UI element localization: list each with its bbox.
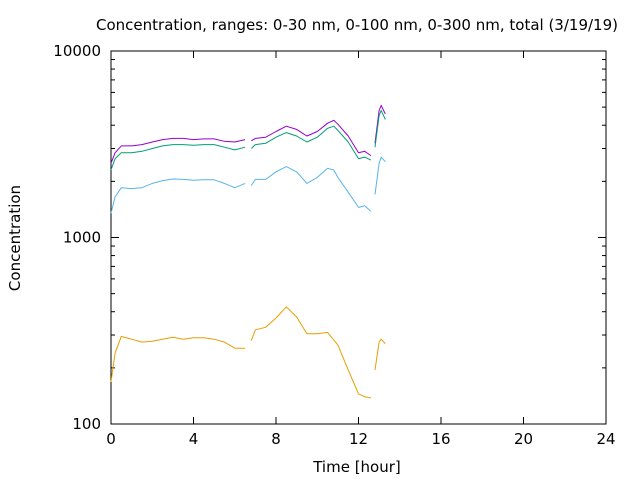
series-line: [110, 178, 246, 214]
x-tick-label: 20: [514, 430, 533, 448]
series-3: [110, 156, 386, 214]
y-tick-label: 1000: [63, 229, 101, 247]
series-line: [110, 335, 246, 383]
chart-title: Concentration, ranges: 0-30 nm, 0-100 nm…: [96, 16, 618, 34]
series-line: [250, 306, 371, 399]
x-tick-label: 8: [271, 430, 281, 448]
series-line: [374, 156, 386, 195]
series-line: [110, 137, 246, 164]
x-tick-label: 4: [189, 430, 199, 448]
series-line: [250, 166, 372, 212]
y-axis: 100 1000 10000: [53, 42, 606, 433]
series-layer: [110, 105, 386, 399]
series-line: [250, 125, 372, 161]
y-tick-label: 10000: [53, 42, 101, 60]
series-line: [110, 144, 246, 171]
x-axis: 0 4 8 12 16 20 24: [106, 51, 616, 448]
x-tick-label: 16: [431, 430, 450, 448]
series-line: [374, 109, 386, 148]
x-tick-label: 0: [106, 430, 116, 448]
y-axis-label: Concentration: [6, 185, 24, 291]
x-tick-label: 12: [349, 430, 368, 448]
x-tick-label: 24: [596, 430, 615, 448]
series-line: [374, 338, 386, 370]
x-axis-label: Time [hour]: [312, 458, 401, 476]
y-tick-label: 100: [72, 415, 101, 433]
series-4: [110, 306, 386, 399]
series-1: [110, 105, 386, 164]
series-2: [110, 109, 386, 171]
series-line: [374, 105, 386, 144]
series-line: [251, 119, 372, 157]
